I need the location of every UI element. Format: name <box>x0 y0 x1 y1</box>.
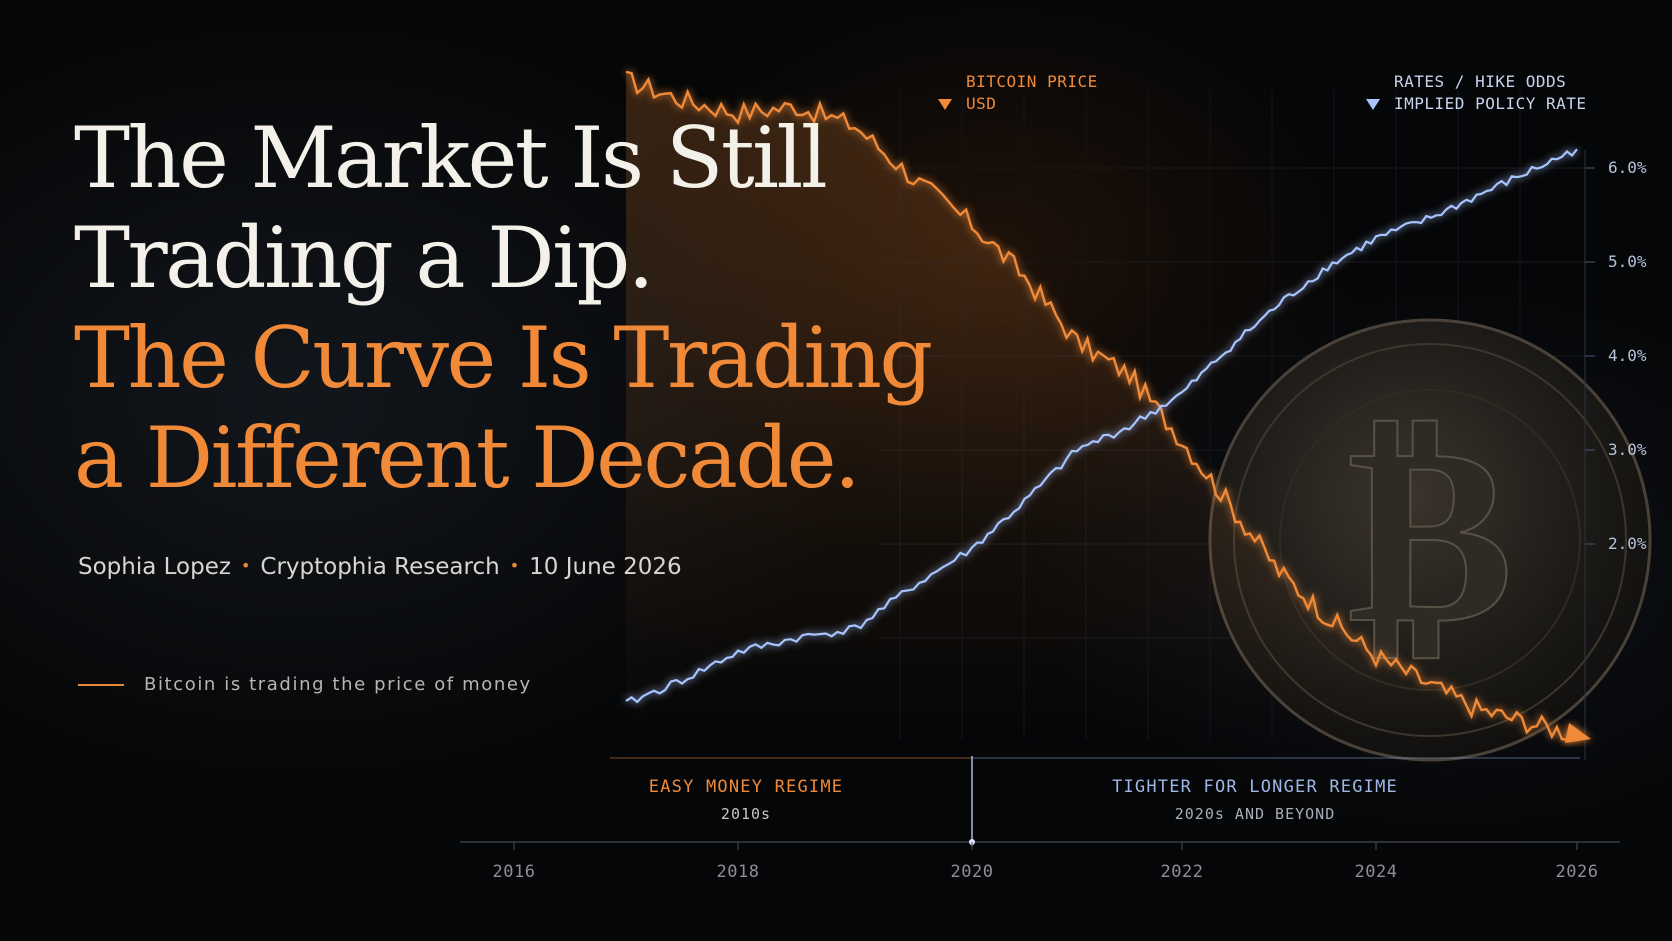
headline: The Market Is Still Trading a Dip. The C… <box>74 108 933 508</box>
legend-rates-unit: IMPLIED POLICY RATE <box>1394 94 1587 113</box>
byline-org: Cryptophia Research <box>260 554 500 580</box>
regime-period: 2020s AND BEYOND <box>1174 805 1336 823</box>
legend-rates: RATES / HIKE ODDS IMPLIED POLICY RATE <box>1366 71 1587 115</box>
x-tick-label: 2018 <box>716 862 760 882</box>
headline-line-3: The Curve Is Trading <box>74 309 933 407</box>
series-line-bitcoin <box>625 70 1578 741</box>
y-tick-label: 2.0% <box>1608 534 1647 553</box>
regime-name: EASY MONEY REGIME <box>648 777 844 797</box>
tagline-text: Bitcoin is trading the price of money <box>144 674 532 695</box>
tagline-dash <box>78 683 124 686</box>
legend-rates-name: RATES / HIKE ODDS <box>1394 72 1567 91</box>
byline-separator: • <box>240 556 251 575</box>
y-tick-label: 6.0% <box>1608 158 1647 177</box>
y-tick-label: 4.0% <box>1608 346 1647 365</box>
regime-name: TIGHTER FOR LONGER REGIME <box>1112 777 1398 797</box>
legend-bitcoin-name: BITCOIN PRICE <box>966 72 1098 91</box>
headline-line-1: The Market Is Still <box>74 109 828 207</box>
y-tick-label: 5.0% <box>1608 252 1647 271</box>
series-line-rates <box>625 148 1578 704</box>
tagline: Bitcoin is trading the price of money <box>78 674 532 695</box>
headline-line-2: Trading a Dip. <box>74 209 654 307</box>
legend-bitcoin-unit: USD <box>966 94 997 113</box>
byline-date: 10 June 2026 <box>529 554 682 580</box>
chart-axes <box>460 150 1620 850</box>
series-layer <box>625 70 1591 743</box>
x-tick-label: 2020 <box>950 862 994 882</box>
triangle-down-icon <box>938 98 952 110</box>
y-tick-label: 3.0% <box>1608 440 1647 459</box>
byline-separator: • <box>509 556 520 575</box>
regime-period: 2010s <box>720 805 772 823</box>
triangle-down-icon <box>1366 98 1380 110</box>
x-tick-label: 2024 <box>1354 862 1398 882</box>
x-tick-label: 2026 <box>1555 862 1599 882</box>
regime-easy-money: EASY MONEY REGIME 2010s <box>624 777 868 823</box>
byline: Sophia Lopez • Cryptophia Research • 10 June… <box>78 554 682 580</box>
regime-tighter-for-longer: TIGHTER FOR LONGER REGIME 2020s AND BEYO… <box>1090 777 1420 823</box>
legend-bitcoin: BITCOIN PRICE USD <box>938 71 1098 115</box>
svg-text:₿: ₿ <box>1347 385 1514 679</box>
headline-line-4: a Different Decade. <box>74 409 861 507</box>
bitcoin-arrowhead <box>1565 723 1591 743</box>
x-tick-label: 2016 <box>492 862 536 882</box>
byline-author: Sophia Lopez <box>78 554 231 580</box>
bitcoin-area <box>626 71 1577 741</box>
x-tick-label: 2022 <box>1160 862 1204 882</box>
